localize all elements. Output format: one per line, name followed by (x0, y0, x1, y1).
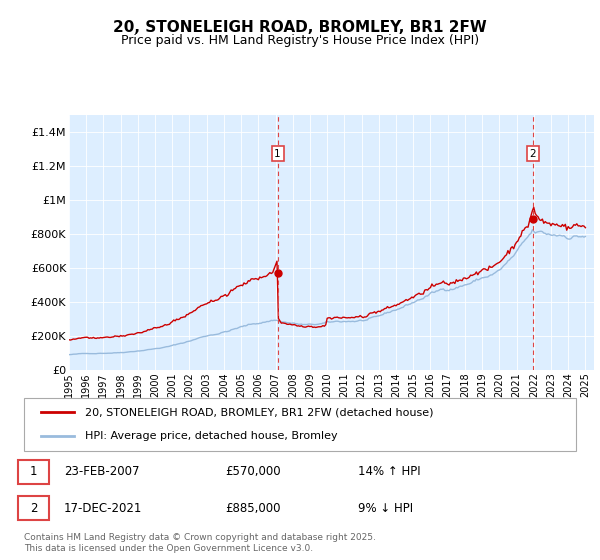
Text: 20, STONELEIGH ROAD, BROMLEY, BR1 2FW (detached house): 20, STONELEIGH ROAD, BROMLEY, BR1 2FW (d… (85, 408, 433, 418)
Text: Contains HM Land Registry data © Crown copyright and database right 2025.
This d: Contains HM Land Registry data © Crown c… (24, 533, 376, 553)
Text: £885,000: £885,000 (225, 502, 281, 515)
Text: Price paid vs. HM Land Registry's House Price Index (HPI): Price paid vs. HM Land Registry's House … (121, 34, 479, 46)
Text: 23-FEB-2007: 23-FEB-2007 (64, 465, 139, 478)
Text: 2: 2 (30, 502, 37, 515)
Text: 1: 1 (274, 149, 281, 159)
Text: 9% ↓ HPI: 9% ↓ HPI (358, 502, 413, 515)
Text: £570,000: £570,000 (225, 465, 281, 478)
FancyBboxPatch shape (18, 460, 49, 484)
Text: 20, STONELEIGH ROAD, BROMLEY, BR1 2FW: 20, STONELEIGH ROAD, BROMLEY, BR1 2FW (113, 20, 487, 35)
Text: 14% ↑ HPI: 14% ↑ HPI (358, 465, 420, 478)
FancyBboxPatch shape (24, 398, 576, 451)
Text: 2: 2 (530, 149, 536, 159)
FancyBboxPatch shape (18, 496, 49, 520)
Text: 1: 1 (30, 465, 37, 478)
Text: HPI: Average price, detached house, Bromley: HPI: Average price, detached house, Brom… (85, 431, 337, 441)
Text: 17-DEC-2021: 17-DEC-2021 (64, 502, 142, 515)
